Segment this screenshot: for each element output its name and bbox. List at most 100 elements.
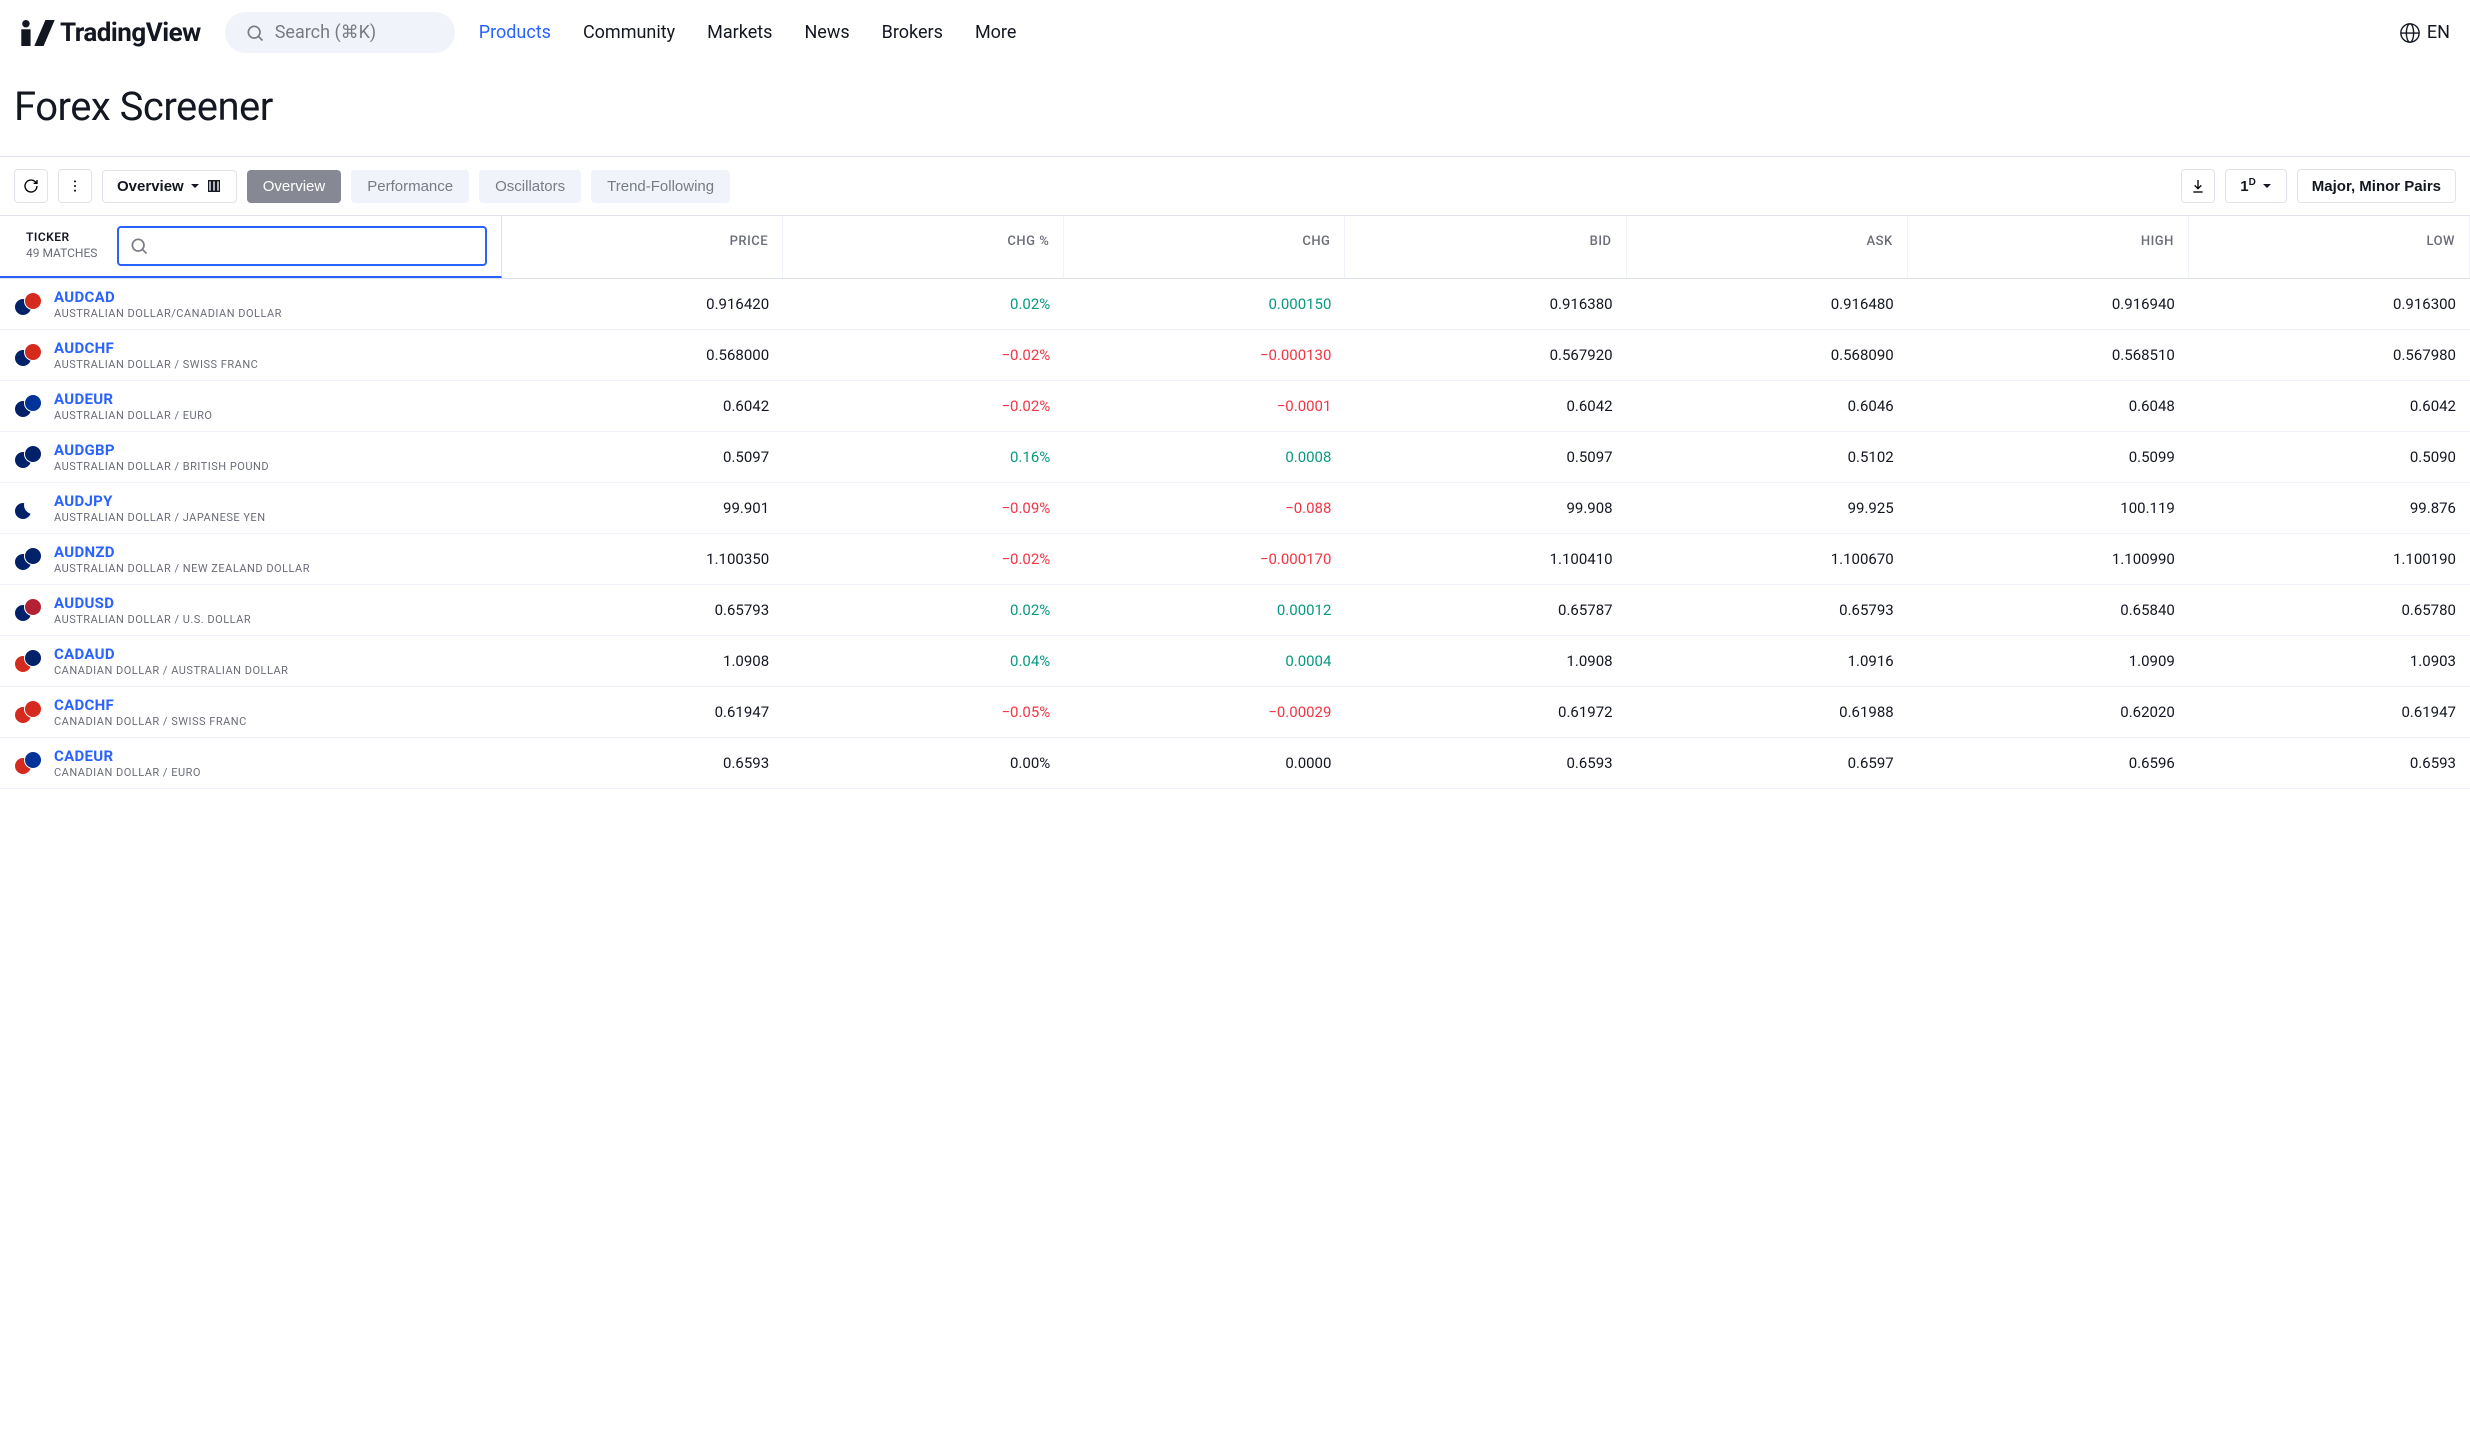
- screener-table: TICKER 49 MATCHES PRICECHG %CHGBIDASKHIG…: [0, 215, 2470, 789]
- table-row[interactable]: CADCHFCANADIAN DOLLAR / SWISS FRANC0.619…: [0, 687, 2470, 738]
- tab-performance[interactable]: Performance: [351, 170, 469, 203]
- table-row[interactable]: AUDCHFAUSTRALIAN DOLLAR / SWISS FRANC 0.5…: [0, 330, 2470, 381]
- pair-flags-icon: [14, 700, 42, 724]
- ticker-symbol[interactable]: CADEUR: [54, 747, 201, 765]
- data-cell: 0.65780: [2189, 585, 2470, 635]
- table-row[interactable]: CADAUDCANADIAN DOLLAR / AUSTRALIAN DOLLA…: [0, 636, 2470, 687]
- data-cell: 0.5097: [1345, 432, 1626, 482]
- more-options-button[interactable]: [58, 169, 92, 203]
- ticker-description: AUSTRALIAN DOLLAR / SWISS FRANC: [54, 358, 258, 371]
- data-cell: −0.02%: [783, 381, 1064, 431]
- column-header-price[interactable]: PRICE: [502, 216, 783, 278]
- ticker-description: AUSTRALIAN DOLLAR / JAPANESE YEN: [54, 511, 266, 524]
- tab-overview[interactable]: Overview: [247, 170, 342, 203]
- ticker-symbol[interactable]: CADCHF: [54, 696, 247, 714]
- table-row[interactable]: AUDEURAUSTRALIAN DOLLAR / EURO0.6042−0.0…: [0, 381, 2470, 432]
- tab-trend-following[interactable]: Trend-Following: [591, 170, 730, 203]
- data-cell: 0.61988: [1627, 687, 1908, 737]
- data-cell: 0.6596: [1908, 738, 2189, 788]
- column-header-high[interactable]: HIGH: [1908, 216, 2189, 278]
- ticker-symbol[interactable]: AUDUSD: [54, 594, 251, 612]
- data-cells: 1.100350−0.02%−0.0001701.1004101.1006701…: [502, 534, 2470, 584]
- ticker-cell: AUDCADAUSTRALIAN DOLLAR/CANADIAN DOLLAR: [0, 279, 502, 329]
- view-dropdown[interactable]: Overview: [102, 170, 237, 203]
- nav-markets[interactable]: Markets: [707, 22, 772, 43]
- column-header-low[interactable]: LOW: [2189, 216, 2470, 278]
- data-cell: 100.119: [1908, 483, 2189, 533]
- column-header-chg[interactable]: CHG: [1064, 216, 1345, 278]
- ticker-symbol[interactable]: AUDJPY: [54, 492, 266, 510]
- nav-community[interactable]: Community: [583, 22, 675, 43]
- ticker-header-label: TICKER: [26, 230, 97, 246]
- nav-products[interactable]: Products: [479, 22, 551, 43]
- nav-news[interactable]: News: [804, 22, 849, 43]
- data-cell: 0.61947: [502, 687, 783, 737]
- ticker-description: AUSTRALIAN DOLLAR/CANADIAN DOLLAR: [54, 307, 282, 320]
- ticker-cell: CADCHFCANADIAN DOLLAR / SWISS FRANC: [0, 687, 502, 737]
- nav-more[interactable]: More: [975, 22, 1016, 43]
- data-cell: 0.65840: [1908, 585, 2189, 635]
- pair-flags-icon: [14, 496, 42, 520]
- data-cell: 1.0908: [502, 636, 783, 686]
- table-row[interactable]: AUDGBPAUSTRALIAN DOLLAR / BRITISH POUND 0…: [0, 432, 2470, 483]
- global-search[interactable]: Search (⌘K): [225, 12, 455, 53]
- screener-toolbar: Overview Overview Performance Oscillators T…: [0, 157, 2470, 215]
- data-cell: 0.567920: [1345, 330, 1626, 380]
- ticker-search[interactable]: [117, 226, 487, 266]
- columns-icon: [206, 178, 222, 194]
- ticker-symbol[interactable]: AUDEUR: [54, 390, 212, 408]
- ticker-search-input[interactable]: [149, 238, 475, 255]
- ticker-symbol[interactable]: AUDGBP: [54, 441, 269, 459]
- logo[interactable]: TradingView: [20, 18, 201, 48]
- table-row[interactable]: AUDJPYAUSTRALIAN DOLLAR / JAPANESE YEN 99…: [0, 483, 2470, 534]
- data-cell: 0.916420: [502, 279, 783, 329]
- ticker-description: AUSTRALIAN DOLLAR / BRITISH POUND: [54, 460, 269, 473]
- download-button[interactable]: [2181, 169, 2215, 203]
- ticker-description: CANADIAN DOLLAR / AUSTRALIAN DOLLAR: [54, 664, 288, 677]
- pair-flags-icon: [14, 547, 42, 571]
- data-cell: 0.62020: [1908, 687, 2189, 737]
- main-header: TradingView Search (⌘K) Products Communit…: [0, 0, 2470, 65]
- ticker-cell: CADAUDCANADIAN DOLLAR / AUSTRALIAN DOLLA…: [0, 636, 502, 686]
- ticker-cell: AUDEURAUSTRALIAN DOLLAR / EURO: [0, 381, 502, 431]
- data-cells: 0.65930.00%0.00000.65930.65970.65960.659…: [502, 738, 2470, 788]
- ticker-cell: AUDJPYAUSTRALIAN DOLLAR / JAPANESE YEN: [0, 483, 502, 533]
- table-row[interactable]: AUDUSDAUSTRALIAN DOLLAR / U.S. DOLLAR0.6…: [0, 585, 2470, 636]
- timeframe-dropdown[interactable]: 1D: [2225, 169, 2287, 203]
- language-selector[interactable]: EN: [2399, 22, 2450, 44]
- pair-flags-icon: [14, 292, 42, 316]
- ticker-symbol[interactable]: AUDCHF: [54, 339, 258, 357]
- refresh-button[interactable]: [14, 169, 48, 203]
- column-header-chg[interactable]: CHG %: [783, 216, 1064, 278]
- table-row[interactable]: AUDCADAUSTRALIAN DOLLAR/CANADIAN DOLLAR0…: [0, 279, 2470, 330]
- column-header-ask[interactable]: ASK: [1627, 216, 1908, 278]
- data-cell: 99.925: [1627, 483, 1908, 533]
- ticker-symbol[interactable]: AUDCAD: [54, 288, 282, 306]
- data-cell: 1.0916: [1627, 636, 1908, 686]
- ticker-cell: CADEURCANADIAN DOLLAR / EURO: [0, 738, 502, 788]
- data-cell: 1.0903: [2189, 636, 2470, 686]
- search-icon: [129, 236, 149, 256]
- nav-brokers[interactable]: Brokers: [882, 22, 943, 43]
- filter-dropdown[interactable]: Major, Minor Pairs: [2297, 169, 2456, 203]
- data-cells: 0.9164200.02%0.0001500.9163800.9164800.9…: [502, 279, 2470, 329]
- filter-label: Major, Minor Pairs: [2312, 178, 2441, 195]
- search-placeholder: Search (⌘K): [275, 22, 376, 43]
- data-cell: 0.6593: [502, 738, 783, 788]
- data-cell: 0.02%: [783, 585, 1064, 635]
- table-row[interactable]: AUDNZDAUSTRALIAN DOLLAR / NEW ZEALAND DO…: [0, 534, 2470, 585]
- data-cell: −0.00029: [1064, 687, 1345, 737]
- data-cell: 1.100670: [1627, 534, 1908, 584]
- ticker-symbol[interactable]: CADAUD: [54, 645, 288, 663]
- pair-flags-icon: [14, 649, 42, 673]
- table-row[interactable]: CADEURCANADIAN DOLLAR / EURO0.65930.00%0…: [0, 738, 2470, 789]
- pair-flags-icon: [14, 598, 42, 622]
- tab-oscillators[interactable]: Oscillators: [479, 170, 581, 203]
- data-cell: 0.568000: [502, 330, 783, 380]
- ticker-symbol[interactable]: AUDNZD: [54, 543, 310, 561]
- ticker-cell: AUDUSDAUSTRALIAN DOLLAR / U.S. DOLLAR: [0, 585, 502, 635]
- column-header-bid[interactable]: BID: [1345, 216, 1626, 278]
- data-cells: 0.657930.02%0.000120.657870.657930.65840…: [502, 585, 2470, 635]
- chevron-down-icon: [190, 181, 200, 191]
- ticker-description: AUSTRALIAN DOLLAR / NEW ZEALAND DOLLAR: [54, 562, 310, 575]
